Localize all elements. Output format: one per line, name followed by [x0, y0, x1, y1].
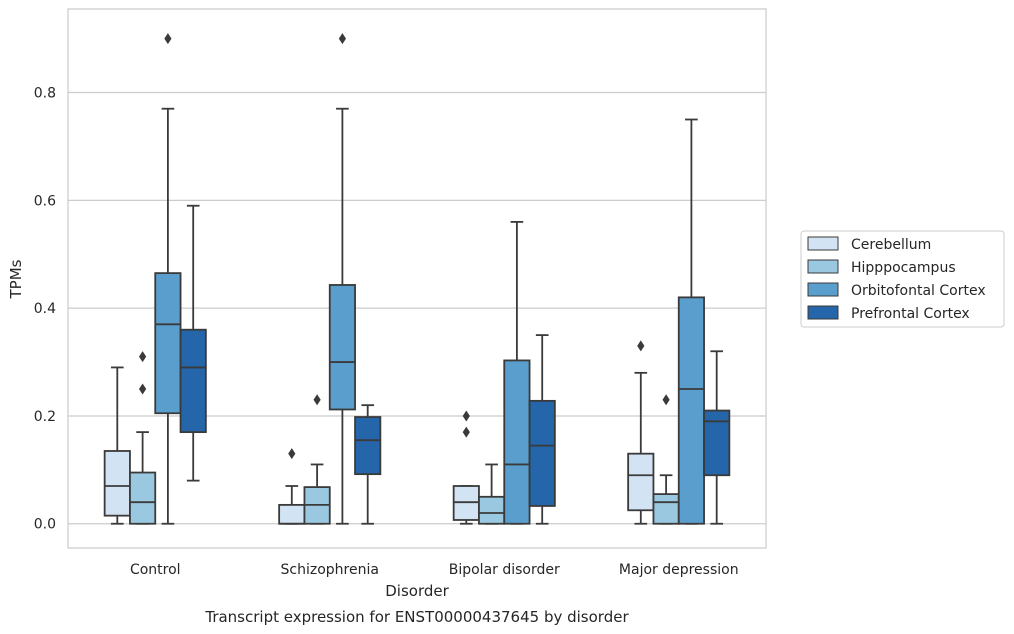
outlier-point	[138, 383, 147, 395]
iqr-box	[652, 493, 680, 525]
plot-frame	[67, 8, 767, 549]
legend-label: Hipppocampus	[851, 260, 956, 276]
y-tick-label: 0.8	[34, 86, 56, 102]
outlier-point	[313, 394, 321, 406]
chart-caption: Transcript expression for ENST0000043764…	[204, 608, 629, 626]
iqr-box	[528, 399, 556, 507]
y-tick-label: 0.2	[34, 409, 56, 425]
outlier-point	[288, 448, 296, 460]
box-orbitofontal-cortex	[677, 118, 705, 525]
iqr-box	[703, 409, 731, 477]
x-tick-labels: Control Schizophrenia Bipolar disorder Majo…	[130, 562, 739, 578]
legend-swatch	[807, 282, 839, 297]
y-tick-label: 0.0	[34, 517, 56, 533]
box-groups	[103, 33, 731, 525]
iqr-box	[627, 452, 655, 512]
box-prefrontal-cortex	[354, 404, 382, 525]
box-orbitofontal-cortex	[328, 33, 356, 525]
legend: Cerebellum Hipppocampus Orbitofontal Corte…	[800, 230, 1005, 328]
iqr-box	[129, 471, 157, 525]
outlier-point	[462, 426, 470, 438]
box-prefrontal-cortex	[703, 350, 731, 525]
x-tick-label: Control	[130, 562, 181, 578]
box-hipppocampus	[129, 351, 157, 525]
y-tick-labels: 0.0 0.2 0.4 0.6 0.8	[34, 86, 56, 533]
box-prefrontal-cortex	[179, 204, 207, 482]
x-tick-label: Schizophrenia	[281, 562, 379, 578]
legend-item: Prefrontal Cortex	[807, 305, 970, 322]
legend-swatch	[807, 236, 839, 251]
category-group	[278, 33, 382, 525]
legend-label: Cerebellum	[851, 237, 931, 253]
legend-label: Prefrontal Cortex	[851, 306, 970, 322]
y-tick-label: 0.6	[34, 193, 56, 209]
category-group	[627, 118, 731, 525]
legend-frame	[800, 230, 1005, 328]
legend-label: Orbitofontal Cortex	[851, 283, 986, 299]
box-orbitofontal-cortex	[503, 221, 531, 525]
category-group	[452, 221, 556, 525]
box-cerebellum	[103, 366, 131, 525]
legend-item: Orbitofontal Cortex	[807, 282, 986, 299]
legend-swatch	[807, 259, 839, 274]
iqr-box	[103, 450, 131, 517]
box-hipppocampus	[303, 394, 331, 525]
legend-item: Hipppocampus	[807, 259, 956, 276]
iqr-box	[278, 503, 306, 525]
x-axis-label: Disorder	[385, 582, 449, 600]
iqr-box	[154, 272, 182, 415]
legend-swatch	[807, 305, 839, 320]
x-tick-label: Major depression	[619, 562, 739, 578]
legend-item: Cerebellum	[807, 236, 931, 253]
outlier-point	[164, 33, 172, 45]
iqr-box	[677, 296, 705, 525]
box-cerebellum	[278, 448, 306, 525]
category-group	[103, 33, 207, 525]
iqr-box	[503, 359, 531, 525]
box-prefrontal-cortex	[528, 334, 556, 525]
outlier-point	[338, 33, 347, 45]
box-orbitofontal-cortex	[154, 33, 182, 525]
iqr-box	[328, 284, 356, 411]
y-axis-label: TPMs	[7, 259, 25, 299]
outlier-point	[637, 340, 645, 352]
x-tick-label: Bipolar disorder	[449, 562, 560, 578]
iqr-box	[478, 495, 506, 525]
box-cerebellum	[452, 410, 480, 525]
iqr-box	[354, 416, 382, 476]
outlier-point	[462, 410, 470, 422]
outlier-point	[138, 351, 147, 363]
box-cerebellum	[627, 340, 655, 525]
iqr-box	[179, 328, 207, 434]
y-tick-label: 0.4	[34, 301, 56, 317]
outlier-point	[662, 394, 670, 406]
